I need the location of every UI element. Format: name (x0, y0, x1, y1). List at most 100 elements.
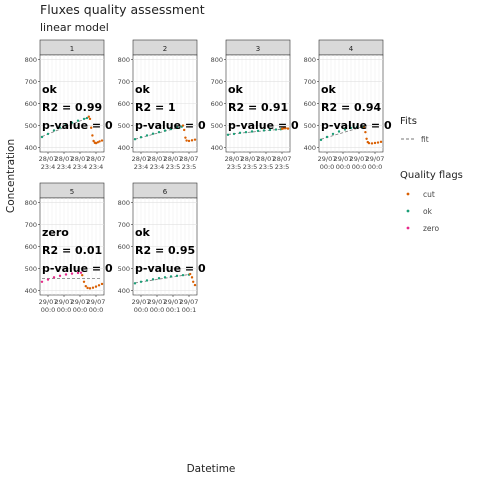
data-point-cut (284, 126, 287, 130)
x-tick-label: 29/07 00:0 (148, 298, 167, 314)
y-tick-label: 400 (118, 287, 130, 295)
y-tick-label: 600 (304, 100, 316, 108)
panel-annotation: R2 = 1 (135, 101, 176, 114)
panel-annotation: p-value = 0 (135, 262, 206, 275)
data-point-ok (331, 132, 335, 136)
data-point-ok (139, 280, 143, 283)
y-tick-label: 700 (304, 78, 316, 86)
data-point-zero (40, 280, 44, 283)
data-point-ok (169, 275, 173, 278)
data-point-cut (193, 283, 197, 287)
facet-strip-label: 4 (349, 45, 354, 53)
data-point-cut (88, 117, 92, 121)
data-point-cut (189, 272, 192, 276)
data-point-cut (370, 142, 374, 145)
data-point-ok (157, 130, 161, 134)
facet-strip-label: 1 (70, 45, 74, 53)
data-point-cut (367, 141, 371, 145)
facet-panel-6: 6 400 500 600 700 800 ok R2 = 0.95 p-value = 0 29… (118, 182, 206, 314)
legend-label-ok: ok (423, 207, 433, 216)
facet-strip-label: 6 (163, 188, 168, 196)
x-tick-label: 28/07 23:4 (39, 155, 58, 171)
y-tick-label: 500 (25, 265, 37, 273)
data-point-cut (184, 136, 187, 139)
data-point-zero (46, 278, 50, 281)
data-point-ok (349, 126, 353, 130)
x-tick-label: 29/07 00:0 (87, 298, 106, 314)
y-tick-label: 400 (25, 287, 37, 295)
data-point-ok (133, 138, 137, 141)
fit-line (227, 128, 283, 135)
data-point-cut (91, 134, 94, 137)
data-point-cut (363, 126, 366, 129)
x-tick-label: 29/07 00:0 (366, 155, 385, 171)
y-tick-label: 400 (118, 144, 130, 152)
data-point-cut (86, 286, 89, 290)
fit-line (134, 126, 182, 140)
x-tick-label: 29/07 00:0 (350, 155, 369, 171)
y-tick-label: 400 (211, 144, 223, 152)
x-tick-label: 28/07 23:5 (180, 155, 199, 171)
panel-annotation: R2 = 0.99 (42, 101, 102, 114)
data-point-cut (190, 139, 194, 142)
panel-annotation: R2 = 0.01 (42, 244, 102, 257)
data-point-ok (175, 126, 179, 129)
chart-title: Fluxes quality assessment (40, 2, 205, 17)
legend-title-quality-flags: Quality flags (400, 170, 463, 181)
panel-annotation: p-value = 0 (42, 119, 113, 132)
data-point-cut (82, 280, 86, 283)
panel-annotation: p-value = 0 (321, 119, 392, 132)
data-point-cut (92, 139, 95, 143)
data-point-ok (325, 135, 329, 139)
y-tick-label: 800 (25, 199, 37, 207)
data-point-cut (100, 139, 104, 142)
data-point-cut (84, 284, 88, 288)
data-point-ok (157, 277, 161, 280)
data-point-ok (85, 116, 89, 120)
data-point-cut (87, 115, 91, 118)
data-point-cut (90, 126, 93, 129)
panel-annotation: R2 = 0.94 (321, 101, 381, 114)
data-point-ok (133, 282, 137, 285)
x-tick-label: 29/07 00:0 (39, 298, 58, 314)
x-tick-label: 29/07 00:0 (71, 298, 90, 314)
facet-panel-2: 2 400 500 600 700 800 ok R2 = 1 p-value = 0 28/07… (118, 39, 206, 171)
data-point-ok (238, 131, 242, 135)
data-point-ok (250, 130, 254, 133)
y-axis-label: Concentration (5, 139, 17, 213)
x-tick-label: 29/07 00:1 (164, 298, 183, 314)
facet-strip-label: 3 (256, 45, 260, 53)
data-point-ok (226, 133, 230, 137)
panel-annotation: R2 = 0.91 (228, 101, 288, 114)
x-tick-label: 29/07 00:0 (318, 155, 337, 171)
y-tick-label: 600 (25, 100, 37, 108)
y-tick-label: 500 (118, 265, 130, 273)
data-point-cut (376, 141, 380, 144)
facet-panel-3: 3 400 500 600 700 800 ok R2 = 0.91 p-value = 0 28… (211, 39, 299, 171)
data-point-cut (286, 127, 290, 130)
facet-strip-label: 5 (70, 188, 74, 196)
panel-annotation: R2 = 0.95 (135, 244, 195, 257)
data-point-ok (46, 132, 50, 136)
facet-strip-label: 2 (163, 45, 167, 53)
panel-annotation: p-value = 0 (135, 119, 206, 132)
data-point-zero (76, 271, 80, 275)
y-tick-label: 600 (211, 100, 223, 108)
panel-annotation: zero (42, 226, 69, 239)
x-tick-label: 28/07 23:5 (241, 155, 260, 171)
data-point-cut (280, 127, 284, 131)
y-tick-label: 600 (118, 100, 130, 108)
data-point-ok (145, 279, 149, 282)
y-tick-label: 500 (118, 122, 130, 130)
data-point-cut (365, 137, 368, 140)
panel-annotation: p-value = 0 (42, 262, 113, 275)
fit-line (134, 273, 191, 284)
x-tick-label: 29/07 00:0 (132, 298, 151, 314)
x-tick-label: 29/07 00:1 (180, 298, 199, 314)
legend-label-fit: fit (421, 135, 429, 144)
y-tick-label: 400 (25, 144, 37, 152)
data-point-cut (190, 276, 194, 279)
